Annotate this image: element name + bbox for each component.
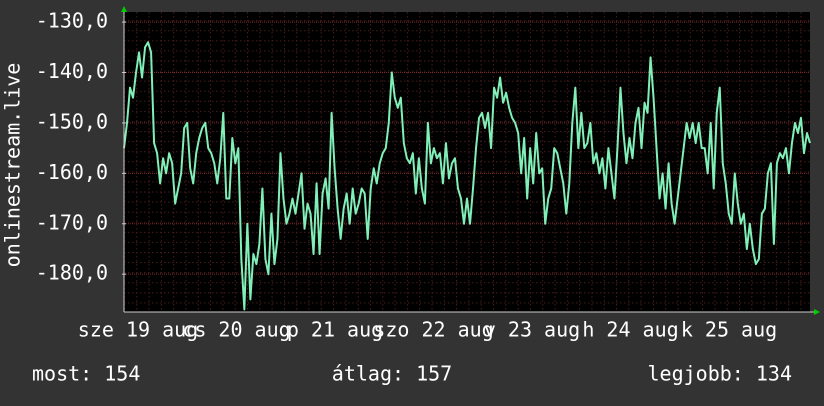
y-tick-label: -130,0 — [36, 9, 108, 33]
y-tick-label: -140,0 — [36, 59, 108, 83]
y-tick-label: -150,0 — [36, 109, 108, 133]
x-tick-label: v 23 aug — [484, 318, 580, 342]
legend-item: átlag: 157 — [332, 362, 452, 386]
series — [123, 41, 811, 311]
x-tick-label: cs 20 aug — [182, 318, 290, 342]
series-line — [123, 41, 811, 311]
x-tick-label: k 25 aug — [681, 318, 777, 342]
labels: -130,0 -140,0 -150,0 -160,0 -170,0 -180,0 sze … — [36, 9, 777, 342]
x-tick-label: p 21 aug — [287, 318, 383, 342]
axis-arrow — [121, 6, 127, 12]
y-tick-label: -170,0 — [36, 210, 108, 234]
y-tick-label: -180,0 — [36, 261, 108, 285]
axis-arrow — [814, 309, 820, 315]
legend-item: legjobb: 134 — [648, 362, 793, 386]
x-tick-label: sze 19 aug — [78, 318, 198, 342]
grid — [122, 21, 810, 275]
x-tick-label: h 24 aug — [582, 318, 678, 342]
y-axis-label: onlinestream.live — [1, 63, 25, 268]
x-tick-label: szo 22 aug — [373, 318, 493, 342]
y-tick-label: -160,0 — [36, 160, 108, 184]
legend-item: most: 154 — [32, 362, 140, 386]
